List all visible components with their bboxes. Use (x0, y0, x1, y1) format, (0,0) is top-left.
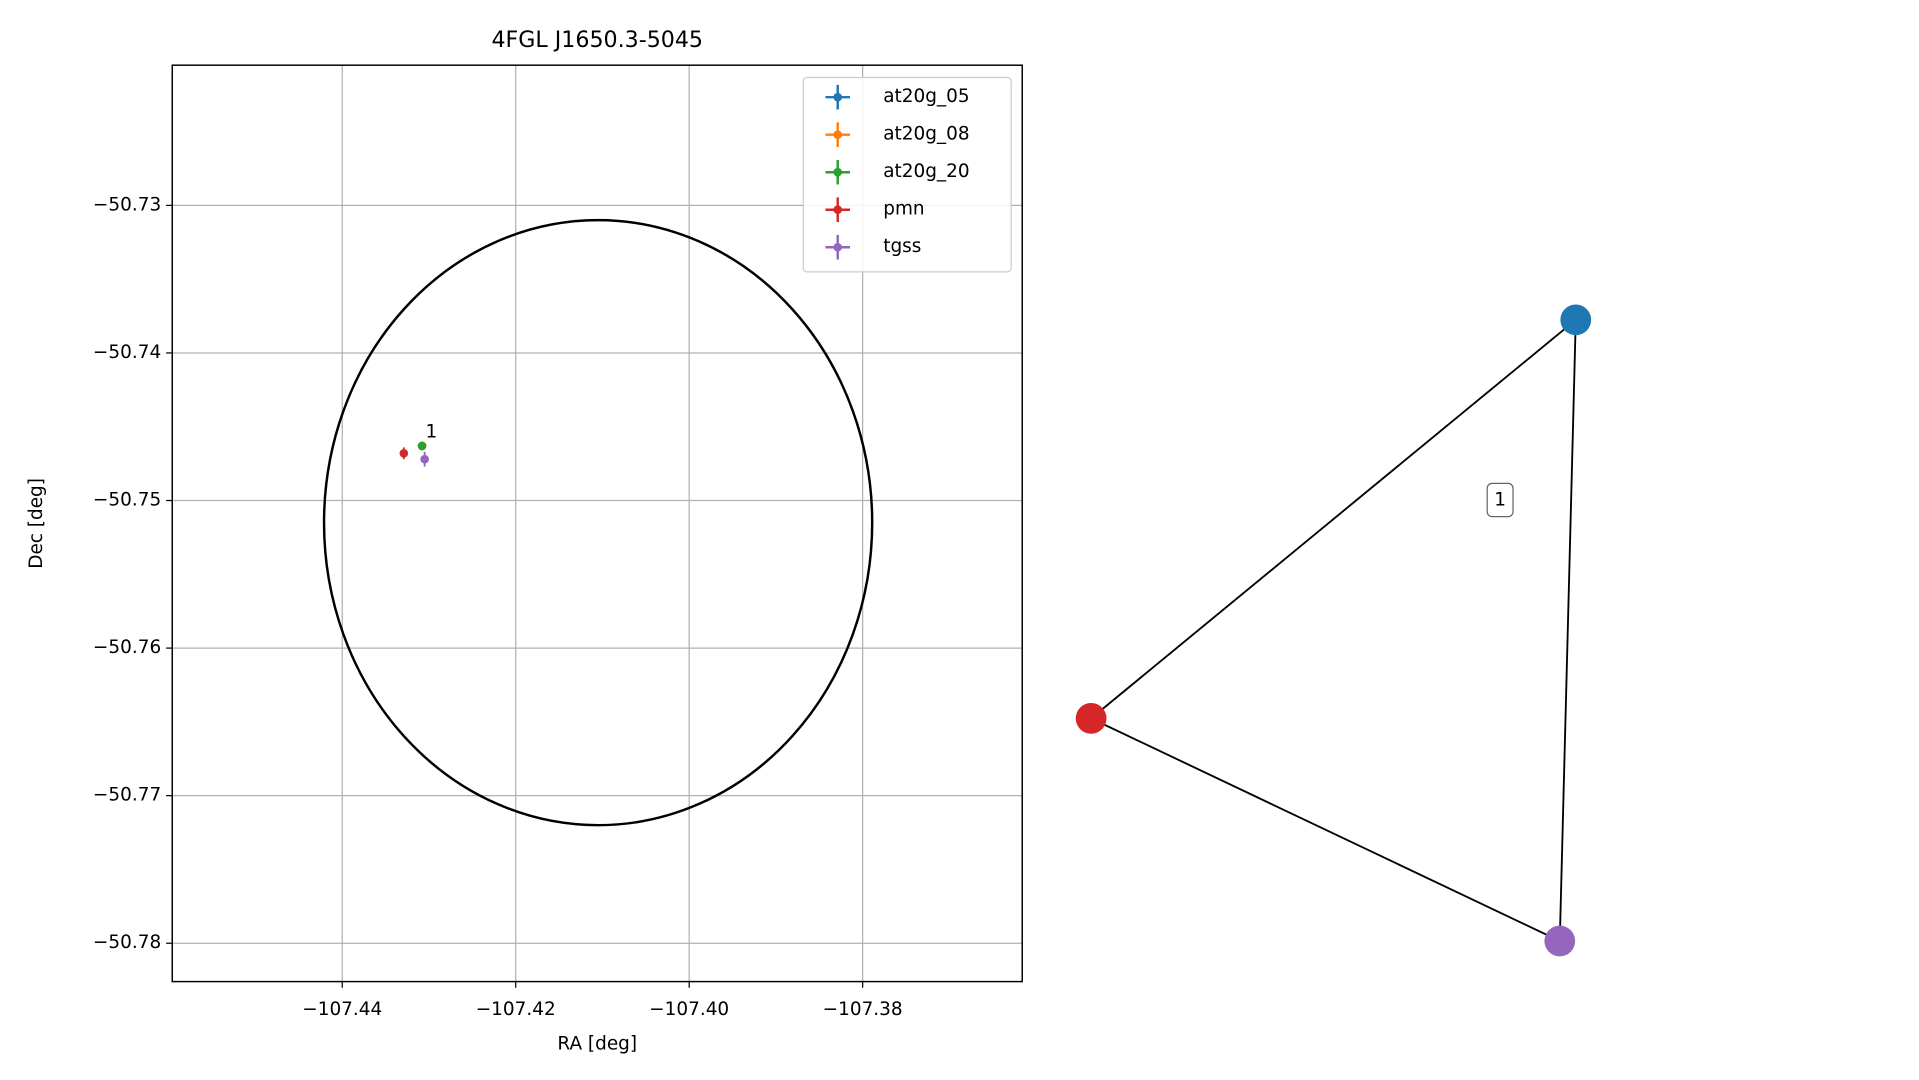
legend-marker (833, 205, 843, 215)
y-axis-label: Dec [deg] (26, 478, 47, 569)
x-tick-label: −107.42 (476, 999, 556, 1020)
y-tick-label: −50.75 (93, 490, 161, 511)
graph-node (1560, 304, 1592, 336)
graph-node (1075, 702, 1107, 734)
legend-label: tgss (883, 236, 921, 257)
point (399, 448, 409, 458)
x-tick-label: −107.44 (302, 999, 382, 1020)
x-tick-label: −107.40 (649, 999, 729, 1020)
point (420, 454, 429, 464)
legend-label: at20g_08 (883, 124, 969, 145)
legend-label: pmn (883, 199, 924, 220)
legend-label: at20g_05 (883, 86, 969, 107)
legend-marker (833, 92, 843, 102)
chart-title: 4FGL J1650.3-5045 (491, 27, 703, 53)
edge-label-box (1486, 482, 1514, 518)
y-tick-label: −50.74 (93, 342, 161, 363)
x-axis-label: RA [deg] (557, 1033, 637, 1054)
graph-edge (1090, 717, 1561, 942)
x-tick-label: −107.38 (823, 999, 903, 1020)
graph-edge (1090, 319, 1577, 720)
legend-box (802, 76, 1012, 273)
graph-edge (1558, 319, 1577, 942)
y-tick-label: −50.78 (93, 932, 161, 953)
localization-ellipse (322, 218, 874, 827)
legend-label: at20g_20 (883, 161, 969, 182)
point (417, 441, 427, 451)
edge-label: 1 (1494, 490, 1506, 511)
legend-marker (833, 130, 843, 139)
y-tick-label: −50.73 (93, 194, 161, 215)
plot-frame (171, 64, 1023, 983)
annotation: 1 (426, 422, 438, 443)
legend-marker (833, 242, 843, 252)
y-tick-label: −50.76 (93, 637, 161, 658)
graph-node (1544, 925, 1576, 957)
y-tick-label: −50.77 (93, 785, 161, 806)
legend-marker (833, 167, 843, 177)
